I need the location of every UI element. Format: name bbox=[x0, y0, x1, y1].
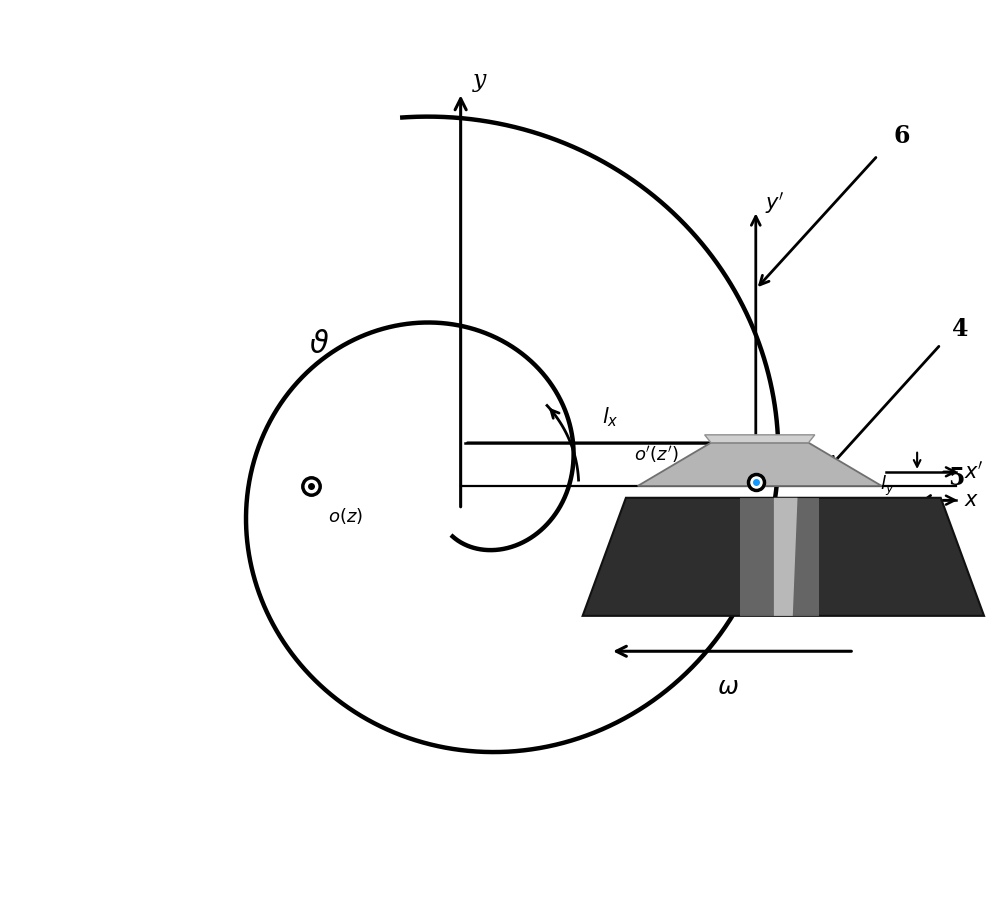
Text: $l_x$: $l_x$ bbox=[602, 405, 618, 428]
Text: $x$: $x$ bbox=[964, 491, 979, 510]
Text: $l_y$: $l_y$ bbox=[880, 474, 895, 498]
Text: $o(z)$: $o(z)$ bbox=[328, 505, 363, 525]
Text: 5: 5 bbox=[948, 466, 965, 490]
Polygon shape bbox=[740, 498, 819, 615]
Text: $y'$: $y'$ bbox=[765, 190, 785, 215]
Polygon shape bbox=[705, 435, 815, 443]
Polygon shape bbox=[774, 498, 798, 615]
Text: $\omega$: $\omega$ bbox=[717, 676, 739, 699]
Text: $o'(z')$: $o'(z')$ bbox=[634, 444, 678, 464]
Text: y: y bbox=[472, 69, 486, 92]
Polygon shape bbox=[638, 443, 882, 486]
Polygon shape bbox=[583, 498, 984, 615]
Text: $x'$: $x'$ bbox=[964, 461, 984, 483]
Text: $\vartheta$: $\vartheta$ bbox=[309, 329, 329, 360]
Text: 4: 4 bbox=[952, 316, 969, 341]
Text: 6: 6 bbox=[893, 124, 910, 148]
